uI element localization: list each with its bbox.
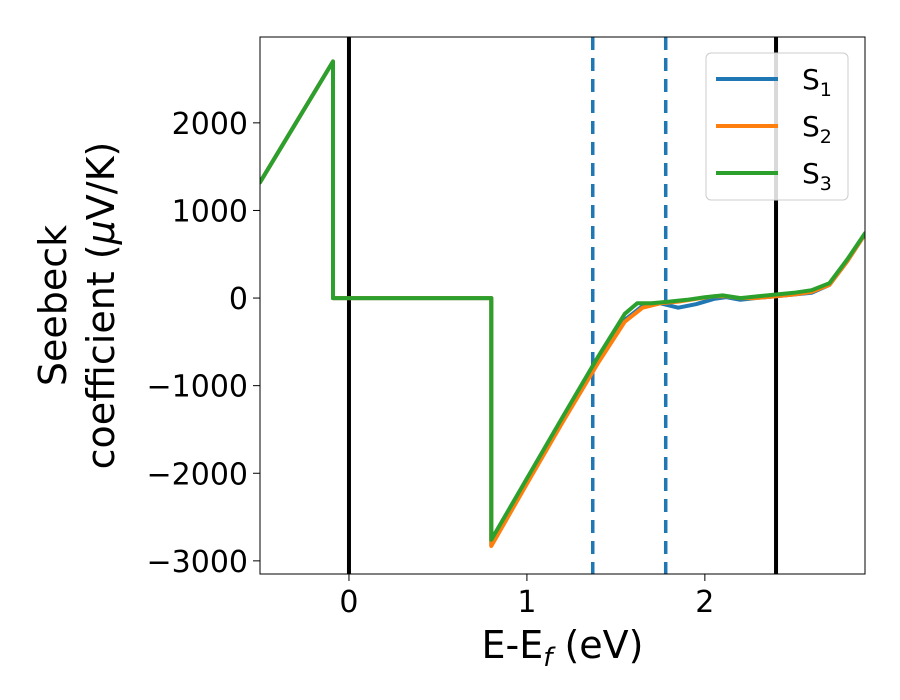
legend: S1 S2 S3 [705,52,849,201]
y-tick-label: −3000 [147,545,248,580]
legend-label-S3: S3 [802,157,832,195]
series-line-S3 [260,59,865,542]
y-tick-label: 1000 [172,194,248,229]
y-tick-label: 2000 [172,107,248,142]
legend-label-S1: S1 [802,63,832,101]
x-axis-label: E-Ef (eV) [482,623,644,673]
x-tick-label: 1 [517,585,536,620]
y-tick-label: 0 [229,282,248,317]
y-tick-label: −1000 [147,370,248,405]
y-axis-label: Seebeck coefficient (μV/K) [31,142,123,470]
y-tick-label: −2000 [147,457,248,492]
legend-label-S2: S2 [802,110,832,148]
x-tick-label: 0 [339,585,358,620]
x-axis: 0 1 2 [339,574,714,620]
x-tick-label: 2 [695,585,714,620]
plot-frame [259,36,866,575]
y-axis-label-line1: Seebeck [31,225,75,386]
y-axis: 2000 1000 0 −1000 −2000 −3000 [147,107,260,580]
y-axis-label-line2: coefficient (μV/K) [79,142,123,470]
